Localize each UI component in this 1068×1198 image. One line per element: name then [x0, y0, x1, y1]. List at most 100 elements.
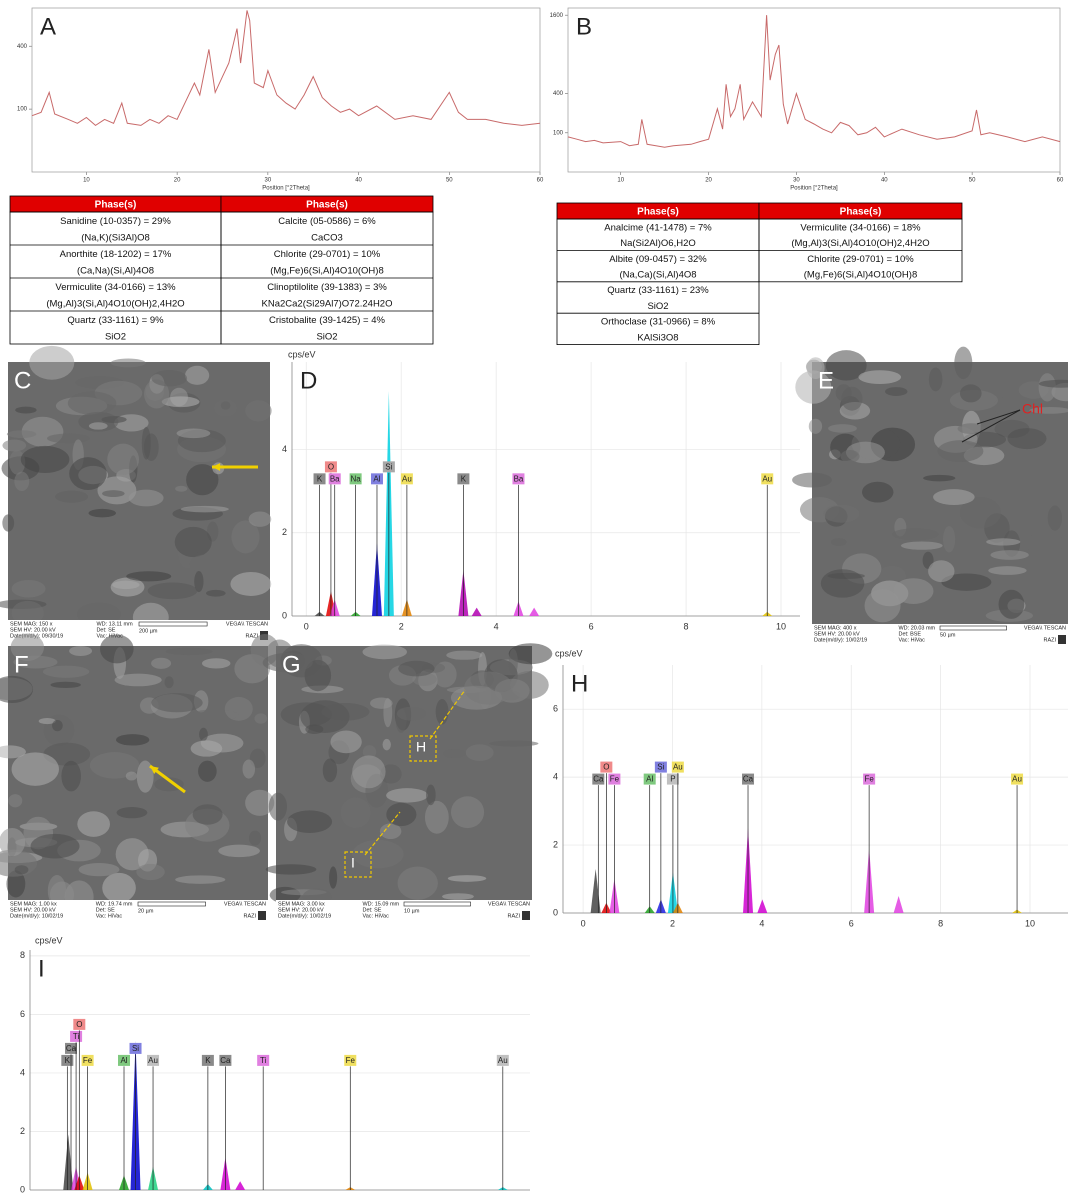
element-tag — [73, 1018, 86, 1030]
element-label: K — [317, 474, 323, 483]
texture — [862, 481, 894, 503]
x-tick-label: 4 — [759, 918, 764, 928]
scale-bar — [939, 625, 1007, 631]
texture — [900, 541, 943, 550]
panel-letter: D — [300, 367, 317, 394]
x-axis-label: Position [°2Theta] — [262, 186, 310, 192]
texture — [1029, 407, 1068, 414]
texture — [9, 450, 26, 475]
element-label: Ca — [66, 1044, 77, 1053]
x-tick-label: 6 — [849, 918, 854, 928]
texture — [0, 827, 26, 857]
table-cell: (Mg,Fe)6(Si,Al)4O10(OH)8 — [270, 265, 384, 276]
element-tag — [70, 1030, 83, 1042]
texture — [88, 422, 108, 430]
texture — [1038, 379, 1068, 388]
element-tag — [761, 473, 774, 485]
y-tick-label: 0 — [553, 907, 558, 917]
texture — [0, 677, 33, 701]
x-axis-label: Position [°2Theta] — [790, 186, 838, 192]
texture — [144, 379, 170, 409]
texture — [69, 457, 107, 491]
arrow-head — [150, 766, 159, 774]
texture — [321, 702, 370, 721]
sem-info: WD: 13.11 mm — [96, 621, 133, 627]
sem-info: Vac: HiVac — [362, 913, 389, 919]
element-label: Al — [120, 1056, 127, 1065]
element-label: Ba — [514, 474, 524, 483]
texture — [892, 528, 939, 541]
y-tick-label: 0 — [20, 1184, 25, 1194]
texture — [11, 600, 44, 626]
x-tick-label: 0 — [581, 918, 586, 928]
texture — [442, 748, 466, 759]
element-tag — [313, 473, 326, 485]
y-tick-label: 6 — [553, 704, 558, 714]
element-tag — [65, 1042, 78, 1054]
element-tag — [81, 1054, 94, 1066]
texture — [52, 720, 63, 732]
texture — [823, 504, 860, 523]
texture — [100, 634, 134, 664]
texture — [194, 571, 204, 593]
y-tick-label: 8 — [20, 950, 25, 960]
texture — [154, 777, 184, 792]
texture — [957, 423, 986, 435]
texture — [201, 658, 231, 669]
texture — [442, 893, 474, 900]
panel-letter: C — [14, 367, 31, 394]
texture — [77, 811, 110, 837]
texture — [489, 740, 539, 747]
element-label: K — [65, 1056, 71, 1065]
texture — [446, 650, 483, 660]
x-tick-label: 2 — [670, 918, 675, 928]
element-tag — [671, 761, 684, 773]
lab-name: RAZI — [243, 913, 256, 919]
texture — [55, 490, 89, 503]
element-tag — [457, 473, 470, 485]
texture — [352, 839, 404, 869]
texture — [185, 365, 210, 385]
texture — [959, 384, 982, 403]
peak — [893, 896, 904, 913]
texture — [1020, 534, 1068, 552]
texture — [50, 681, 81, 689]
caption-bar — [812, 624, 1068, 644]
sem-info: SEM HV: 20.00 kV — [278, 907, 324, 913]
y-tick-label: 400 — [17, 44, 28, 50]
element-tag — [400, 473, 413, 485]
texture — [102, 872, 136, 903]
pointer — [976, 409, 1021, 425]
header-label: Phase(s) — [95, 200, 137, 211]
texture — [151, 693, 203, 713]
element-tag — [742, 773, 755, 785]
texture — [858, 370, 902, 385]
texture — [792, 472, 832, 488]
element-label: O — [328, 462, 334, 471]
texture — [885, 387, 908, 396]
element-label: Ti — [260, 1056, 267, 1065]
y-axis-label: cps/eV — [35, 935, 63, 945]
texture — [164, 676, 174, 689]
texture — [110, 358, 146, 368]
element-label: Fe — [610, 775, 620, 784]
sem-info: WD: 15.09 mm — [362, 901, 399, 907]
texture — [218, 844, 260, 858]
x-tick-label: 20 — [705, 178, 712, 184]
texture — [954, 346, 973, 380]
panel-letter: H — [571, 670, 588, 697]
texture — [231, 520, 260, 554]
scale-bar — [137, 901, 206, 907]
x-tick-label: 8 — [938, 918, 943, 928]
sem-info: Date(m/d/y): 10/02/19 — [10, 913, 63, 919]
x-tick-label: 10 — [1025, 918, 1035, 928]
texture — [230, 572, 272, 596]
y-tick-label: 4 — [553, 771, 558, 781]
texture — [190, 740, 223, 757]
texture — [30, 833, 80, 859]
texture — [245, 789, 275, 816]
texture — [213, 399, 238, 417]
texture — [20, 445, 70, 474]
texture — [116, 807, 148, 819]
